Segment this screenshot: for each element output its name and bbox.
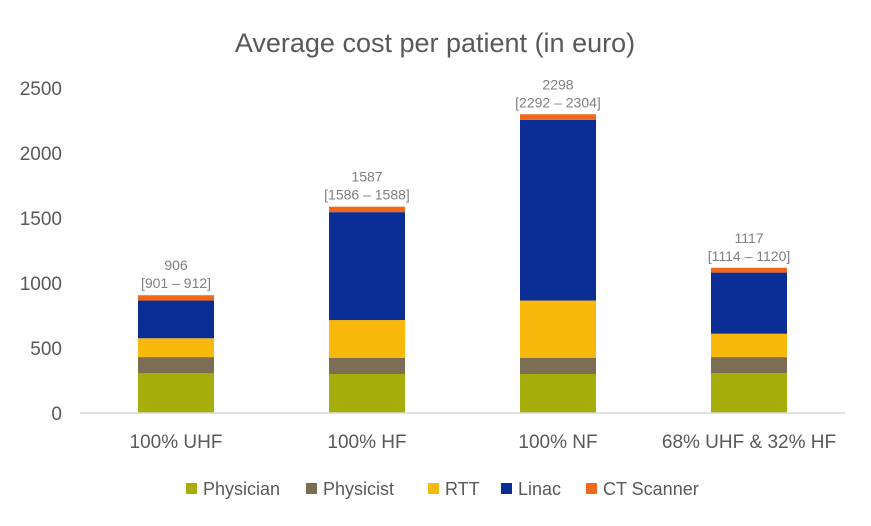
total-label: 1587 bbox=[351, 169, 382, 185]
bar-segment-linac bbox=[711, 272, 787, 334]
legend-label: RTT bbox=[445, 479, 480, 499]
bars-group bbox=[138, 114, 787, 413]
legend-swatch bbox=[501, 483, 512, 494]
total-label: 2298 bbox=[542, 76, 573, 92]
y-tick-label: 500 bbox=[30, 339, 62, 360]
x-tick-label: 100% UHF bbox=[130, 432, 223, 453]
interval-label: [1586 – 1588] bbox=[324, 187, 410, 203]
y-axis: 0 500 1000 1500 2000 2500 bbox=[20, 79, 62, 425]
bar-segment-physician bbox=[711, 373, 787, 413]
bar-segment-ct-scanner bbox=[711, 267, 787, 273]
bar-segment-rtt bbox=[138, 338, 214, 358]
interval-label: [1114 – 1120] bbox=[708, 248, 791, 264]
bar-segment-physician bbox=[520, 374, 596, 413]
bar-segment-ct-scanner bbox=[138, 295, 214, 301]
bar-segment-rtt bbox=[329, 320, 405, 358]
legend-swatch bbox=[186, 483, 197, 494]
legend-swatch bbox=[428, 483, 439, 494]
interval-label: [901 – 912] bbox=[141, 275, 211, 291]
bar-segment-physicist bbox=[711, 357, 787, 374]
x-tick-label: 100% NF bbox=[518, 432, 597, 453]
y-tick-label: 2000 bbox=[20, 144, 62, 165]
x-tick-label: 68% UHF & 32% HF bbox=[662, 432, 836, 453]
legend: Physician Physicist RTT Linac CT Scanner bbox=[186, 479, 699, 499]
legend-label: Linac bbox=[518, 479, 561, 499]
bar-segment-linac bbox=[138, 300, 214, 339]
bar-segment-linac bbox=[329, 212, 405, 321]
total-label: 1117 bbox=[734, 230, 763, 246]
x-axis: 100% UHF 100% HF 100% NF 68% UHF & 32% HF bbox=[130, 432, 837, 453]
bar-segment-physicist bbox=[520, 357, 596, 374]
legend-label: Physician bbox=[203, 479, 280, 499]
total-labels: 906 [901 – 912] 1587 [1586 – 1588] 2298 [2292… bbox=[141, 76, 790, 291]
bar-segment-physician bbox=[138, 373, 214, 413]
bar-segment-rtt bbox=[711, 333, 787, 358]
bar-segment-physicist bbox=[329, 357, 405, 374]
legend-label: Physicist bbox=[323, 479, 394, 499]
x-tick-label: 100% HF bbox=[327, 432, 406, 453]
legend-label: CT Scanner bbox=[603, 479, 699, 499]
bar-segment-ct-scanner bbox=[329, 206, 405, 213]
y-tick-label: 1500 bbox=[20, 209, 62, 230]
y-tick-label: 2500 bbox=[20, 79, 62, 100]
y-tick-label: 0 bbox=[51, 404, 62, 425]
legend-swatch bbox=[306, 483, 317, 494]
interval-label: [2292 – 2304] bbox=[515, 94, 601, 110]
legend-swatch bbox=[586, 483, 597, 494]
chart-title: Average cost per patient (in euro) bbox=[235, 28, 635, 58]
bar-segment-physician bbox=[329, 374, 405, 413]
bar-segment-linac bbox=[520, 119, 596, 301]
bar-segment-physicist bbox=[138, 357, 214, 374]
y-tick-label: 1000 bbox=[20, 274, 62, 295]
total-label: 906 bbox=[164, 257, 188, 273]
bar-segment-ct-scanner bbox=[520, 114, 596, 120]
bar-segment-rtt bbox=[520, 300, 596, 358]
